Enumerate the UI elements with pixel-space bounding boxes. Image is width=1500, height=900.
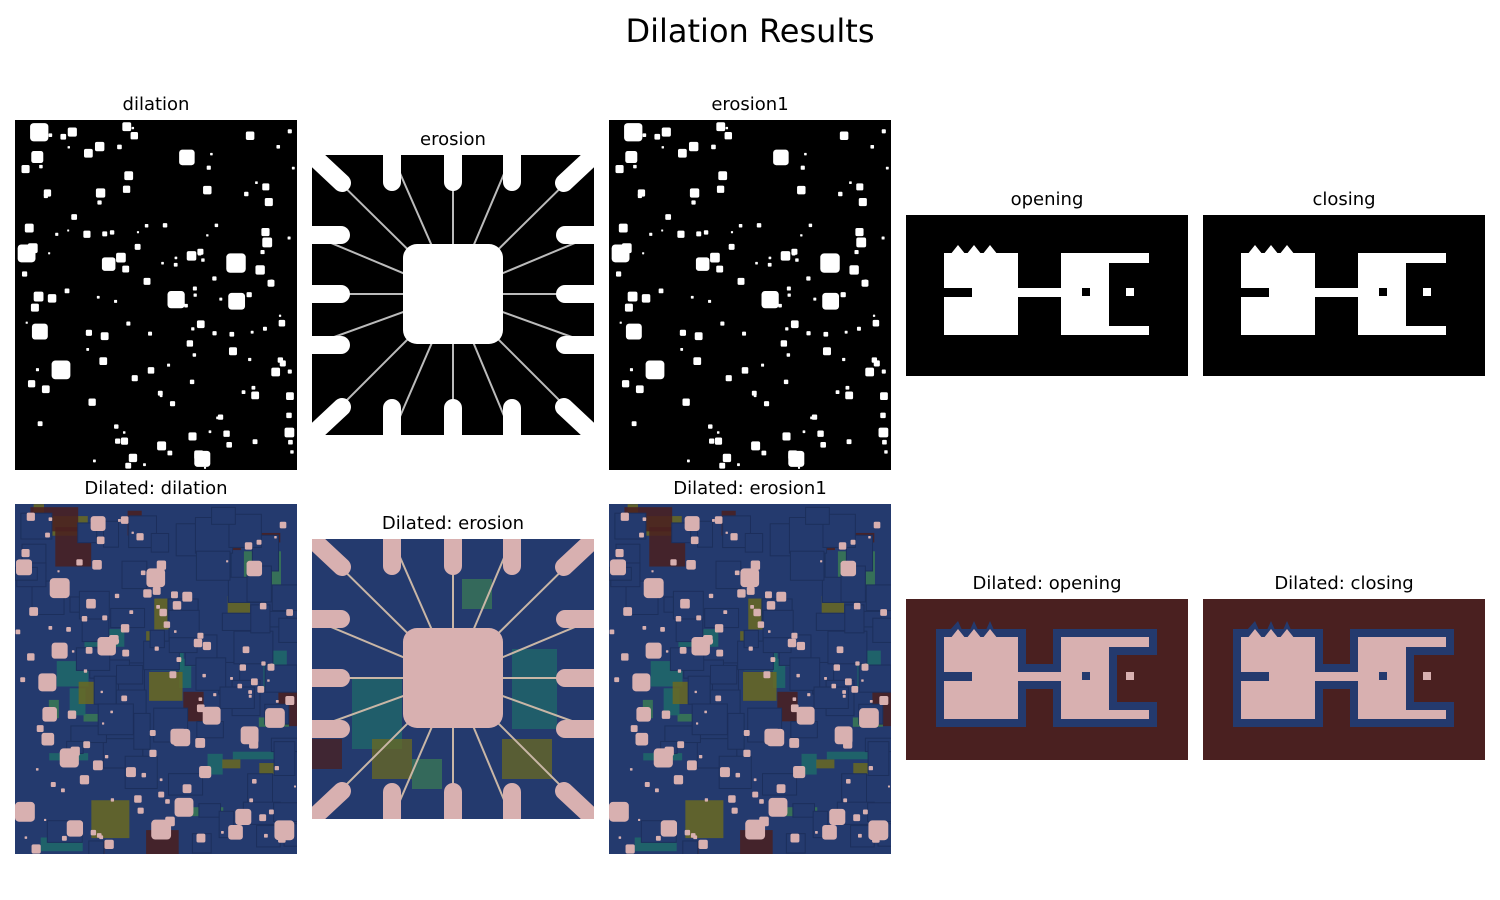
image-dilated-erosion [312, 539, 594, 819]
panel-title-dilated-erosion: Dilated: erosion [381, 513, 525, 534]
image-dilation [15, 120, 297, 470]
figure-title: Dilation Results [625, 12, 875, 50]
image-dilated-closing [1203, 599, 1485, 760]
image-dilated-dilation [15, 504, 297, 854]
panel-title-dilated-dilation: Dilated: dilation [84, 478, 228, 499]
image-dilated-opening [906, 599, 1188, 760]
panel-title-dilated-closing: Dilated: closing [1274, 573, 1414, 594]
panel-title-closing: closing [1312, 189, 1376, 210]
panel-title-dilated-erosion1: Dilated: erosion1 [673, 478, 827, 499]
panel-title-erosion: erosion [420, 129, 486, 150]
panel-title-dilated-opening: Dilated: opening [972, 573, 1122, 594]
image-dilated-erosion1 [609, 504, 891, 854]
panel-title-erosion1: erosion1 [711, 94, 789, 115]
panel-title-opening: opening [1010, 189, 1084, 210]
image-erosion1 [609, 120, 891, 470]
panel-title-dilation: dilation [122, 94, 190, 115]
image-erosion [312, 155, 594, 435]
image-opening [906, 215, 1188, 376]
image-closing [1203, 215, 1485, 376]
